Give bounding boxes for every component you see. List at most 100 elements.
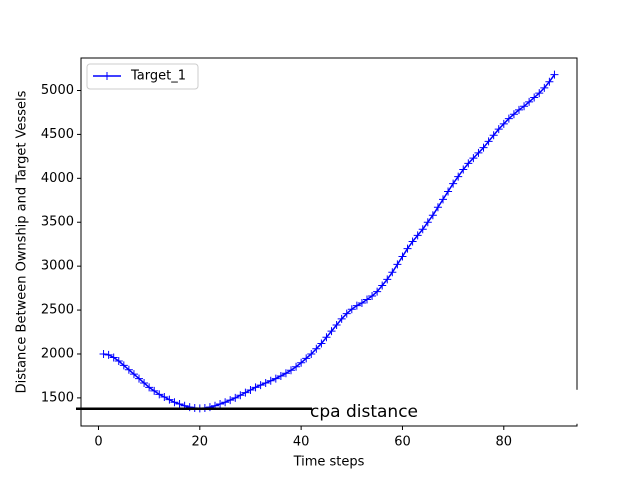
data-marker (479, 143, 488, 152)
data-marker (160, 393, 169, 402)
data-marker (302, 354, 311, 363)
x-tick-label: 40 (293, 435, 310, 450)
data-marker (352, 301, 361, 310)
data-marker (499, 119, 508, 128)
data-marker (332, 320, 341, 329)
data-marker (155, 390, 164, 399)
annotation-backdrop (310, 389, 578, 424)
data-marker (347, 305, 356, 314)
data-marker (140, 378, 149, 387)
data-marker (362, 295, 371, 304)
data-marker (413, 231, 422, 240)
y-tick-label: 3500 (41, 215, 74, 230)
data-marker (109, 353, 118, 362)
data-marker (145, 383, 154, 392)
data-marker (297, 358, 306, 367)
plot-frame (80, 57, 578, 427)
data-marker (256, 381, 265, 390)
data-marker (221, 398, 230, 407)
data-marker (514, 105, 523, 114)
x-tick-label: 0 (94, 435, 102, 450)
data-marker (459, 165, 468, 174)
data-marker (175, 400, 184, 409)
data-marker (226, 396, 235, 405)
data-marker (525, 97, 534, 106)
data-marker (327, 327, 336, 336)
data-marker (494, 125, 503, 134)
data-marker (342, 309, 351, 318)
data-marker (135, 374, 144, 383)
x-axis-label: Time steps (293, 455, 365, 470)
data-marker (261, 378, 270, 387)
data-marker (433, 203, 442, 212)
data-marker (388, 268, 397, 277)
data-marker (373, 287, 382, 296)
data-marker (114, 357, 123, 366)
data-marker (119, 361, 128, 370)
legend-marker (103, 72, 111, 80)
data-marker (246, 385, 255, 394)
data-marker (292, 362, 301, 371)
data-marker (124, 365, 133, 374)
data-marker (545, 77, 554, 86)
data-marker (469, 154, 478, 163)
data-marker (449, 179, 458, 188)
data-marker (428, 211, 437, 220)
data-marker (236, 391, 245, 400)
legend-box (86, 63, 199, 90)
data-marker (307, 349, 316, 358)
data-marker (322, 333, 331, 342)
data-marker (129, 370, 138, 379)
x-tick-label: 20 (192, 435, 209, 450)
data-marker (464, 159, 473, 168)
data-marker (504, 114, 513, 123)
data-marker (383, 275, 392, 284)
data-marker (408, 237, 417, 246)
legend-label: Target_1 (130, 69, 186, 84)
data-marker (535, 89, 544, 98)
x-tick-label: 60 (394, 435, 411, 450)
y-axis-label: Distance Between Ownship and Target Vess… (15, 90, 30, 393)
data-marker (398, 252, 407, 261)
data-marker (165, 395, 174, 404)
data-marker (474, 148, 483, 157)
data-marker (530, 93, 539, 102)
data-marker (489, 131, 498, 140)
y-tick-label: 2000 (41, 346, 74, 361)
data-marker (281, 369, 290, 378)
y-tick-label: 5000 (41, 83, 74, 98)
data-marker (266, 376, 275, 385)
data-marker (287, 366, 296, 375)
data-marker (251, 383, 260, 392)
data-marker (484, 137, 493, 146)
data-marker (438, 195, 447, 204)
data-marker (150, 386, 159, 395)
data-marker (312, 344, 321, 353)
data-marker (368, 292, 377, 301)
data-marker (550, 70, 559, 79)
data-marker (104, 350, 113, 359)
data-marker (357, 299, 366, 308)
annotation-text: cpa distance (310, 402, 418, 422)
y-tick-label: 4000 (41, 171, 74, 186)
data-marker (276, 371, 285, 380)
data-marker (454, 172, 463, 181)
y-tick-label: 4500 (41, 127, 74, 142)
data-marker (170, 398, 179, 407)
y-tick-label: 2500 (41, 303, 74, 318)
data-marker (509, 110, 518, 119)
y-tick-label: 1500 (41, 390, 74, 405)
data-marker (393, 260, 402, 269)
data-marker (444, 187, 453, 196)
data-marker (271, 374, 280, 383)
data-marker (418, 225, 427, 234)
data-marker (216, 400, 225, 409)
data-marker (403, 244, 412, 253)
data-marker (520, 102, 529, 111)
data-marker (241, 388, 250, 397)
data-marker (378, 281, 387, 290)
y-tick-label: 3000 (41, 259, 74, 274)
data-marker (317, 339, 326, 348)
data-marker (540, 83, 549, 92)
